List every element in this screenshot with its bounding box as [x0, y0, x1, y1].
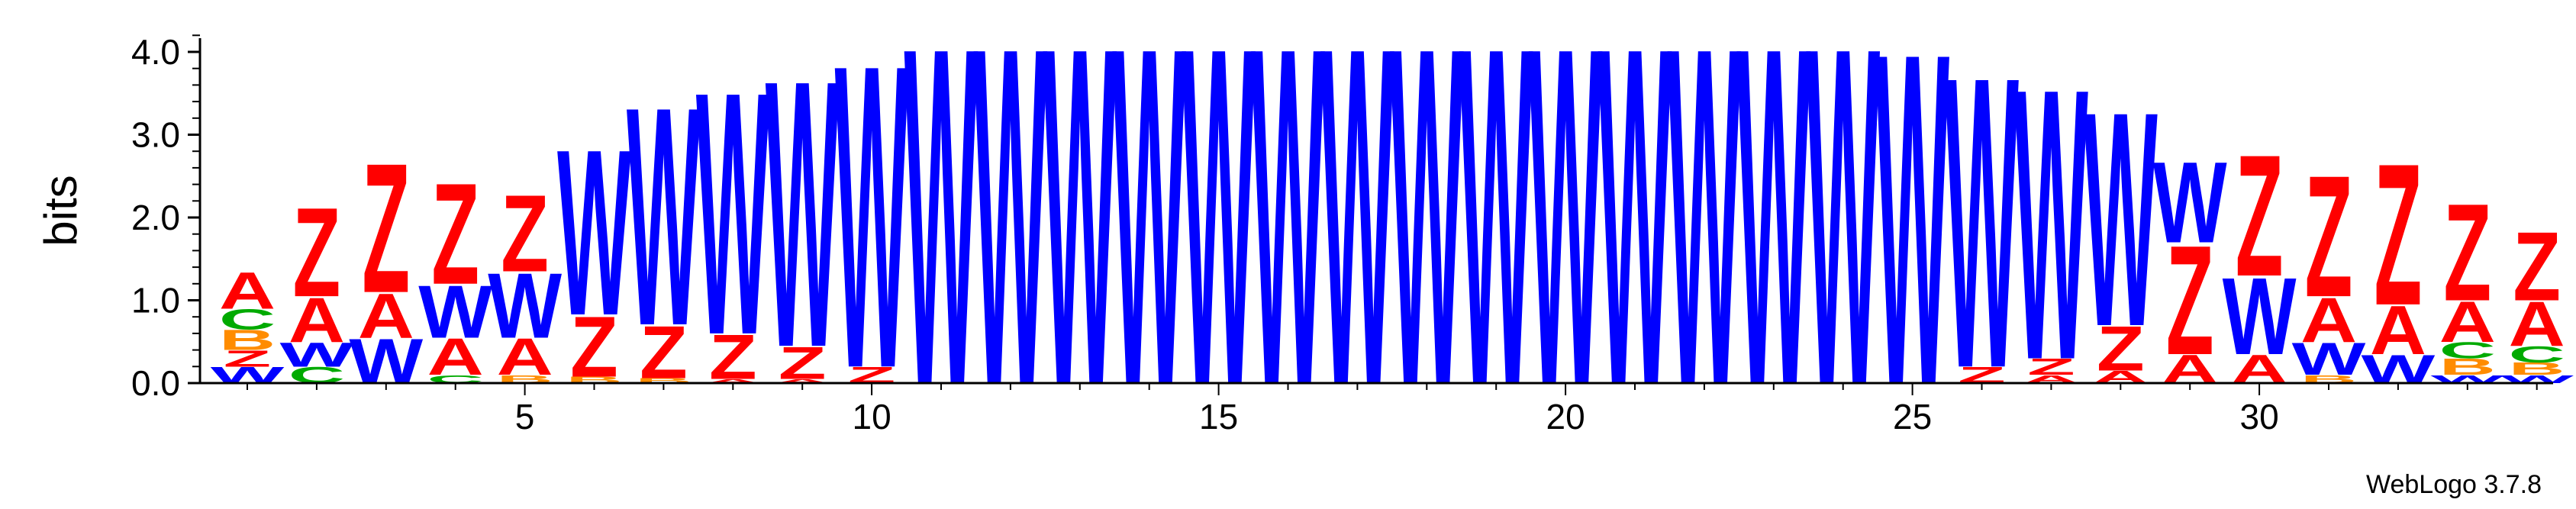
logo-letter-a: A [704, 378, 761, 384]
logo-letter-a: A [289, 284, 345, 356]
logo-letter-w: W [2084, 49, 2158, 391]
y-tick-label: 4.0 [131, 32, 180, 72]
logo-letter-z: Z [293, 182, 341, 324]
x-tick-label: 30 [2240, 397, 2279, 437]
logo-letter-z: Z [2166, 214, 2214, 388]
logo-letter-a: A [2509, 288, 2565, 359]
logo-letter-w: W [1043, 0, 1117, 485]
logo-letter-w: W [696, 20, 771, 408]
logo-letter-w: W [1529, 0, 1604, 485]
logo-letter-w: W [488, 253, 562, 357]
y-tick-label: 2.0 [131, 198, 180, 237]
logo-letter-z: Z [2443, 176, 2491, 330]
logo-letter-w: W [973, 0, 1048, 485]
x-tick-label: 20 [1546, 397, 1585, 437]
logo-letter-z: Z [362, 125, 410, 332]
logo-letter-z: Z [2097, 313, 2145, 385]
logo-letter-z: Z [640, 311, 688, 395]
logo-letter-z: Z [2236, 119, 2284, 313]
logo-letter-w: W [1945, 0, 2020, 456]
logo-letter-z: Z [2305, 140, 2353, 333]
logo-letter-b: B [635, 377, 692, 385]
y-tick-label: 0.0 [131, 363, 180, 403]
logo-letter-z: Z [2513, 211, 2561, 321]
logo-letter-z: Z [2374, 121, 2423, 348]
x-tick-label: 25 [1893, 397, 1932, 437]
logo-letter-w: W [2014, 7, 2089, 440]
y-axis-ticks: 0.0 1.0 2.0 3.0 4.0 [131, 32, 200, 403]
logo-letter-w: W [1390, 0, 1465, 485]
logo-letter-a: A [427, 328, 484, 386]
x-axis-ticks: 5 10 15 20 25 30 [247, 383, 2538, 437]
x-tick-label: 10 [853, 397, 891, 437]
logo-letter-w: W [1251, 0, 1326, 485]
logo-letter-b: B [219, 324, 276, 356]
x-tick-label: 5 [515, 397, 535, 437]
logo-letter-w: W [1182, 0, 1256, 485]
logo-letter-z: Z [431, 153, 479, 314]
logo-letter-z: Z [709, 321, 757, 393]
logo-letter-w: W [2223, 256, 2297, 378]
logo-letter-b: B [2509, 359, 2565, 379]
logo-letter-z: Z [2027, 354, 2075, 380]
logo-letter-a: A [219, 262, 276, 320]
logo-letter-a: A [2370, 291, 2426, 369]
logo-letter-w: W [1459, 0, 1534, 485]
logo-letter-w: W [1598, 0, 1673, 485]
logo-letter-a: A [774, 378, 830, 384]
logo-letter-z: Z [570, 298, 618, 395]
logo-letter-z: Z [779, 337, 827, 389]
logo-letter-z: Z [224, 346, 272, 372]
logo-letter-w: W [1320, 0, 1395, 485]
logo-letter-w: W [1736, 0, 1811, 485]
logo-letter-w: W [766, 2, 840, 427]
logo-letter-w: W [1875, 0, 1950, 485]
logo-letter-a: A [2300, 284, 2357, 356]
logo-letter-w: W [2153, 139, 2227, 268]
logo-letter-w: W [904, 0, 979, 485]
credit-label: WebLogo 3.7.8 [2366, 470, 2542, 499]
y-tick-label: 1.0 [131, 281, 180, 321]
logo-letter-c: C [219, 304, 276, 336]
logo-letter-w: W [2292, 333, 2366, 385]
logo-letter-c: C [2439, 338, 2496, 364]
logo-letter-w: W [1667, 0, 1742, 485]
logo-letter-a: A [358, 280, 414, 352]
logo-letter-w: W [418, 270, 492, 354]
logo-letter-b: B [2439, 354, 2496, 380]
logo-letter-c: C [2509, 342, 2565, 368]
logo-letter-w: W [627, 43, 701, 391]
logo-letter-a: A [2439, 290, 2496, 355]
logo-letter-z: Z [501, 173, 549, 295]
logo-letter-w: W [1112, 0, 1187, 485]
logo-letter-w: W [1806, 0, 1881, 485]
x-tick-label: 15 [1199, 397, 1238, 437]
y-tick-label: 3.0 [131, 115, 180, 155]
logo-letter-a: A [497, 328, 553, 386]
logo-letter-w: W [557, 101, 631, 366]
y-axis-label: bits [35, 175, 86, 246]
logo-letter-w: W [280, 335, 354, 374]
